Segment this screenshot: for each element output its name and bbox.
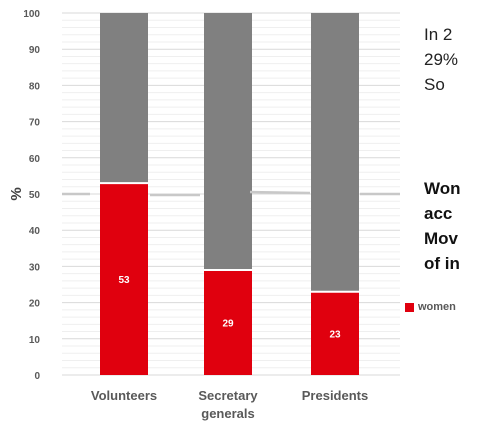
data-label-1: 29 [222, 319, 234, 330]
side-text-line-3: So [424, 75, 445, 94]
x-category-label-2: Presidents [302, 388, 368, 403]
side-bold-line-1: Won [424, 179, 461, 198]
legend-label-women: women [418, 301, 456, 313]
y-tick-label-70: 70 [29, 118, 41, 129]
side-bold-line-2: acc [424, 204, 453, 223]
x-category-label-1: Secretary [198, 388, 258, 403]
side-text-block: In 2 29% So [424, 22, 482, 97]
y-tick-label-60: 60 [29, 154, 41, 165]
side-text-line-2: 29% [424, 50, 459, 69]
data-label-0: 53 [118, 275, 130, 286]
data-label-2: 23 [329, 329, 341, 340]
side-text-line-1: In 2 [424, 25, 453, 44]
y-tick-label-100: 100 [23, 9, 40, 20]
y-tick-label-40: 40 [29, 226, 41, 237]
stacked-bar-chart: 0 10 20 30 40 50 60 70 80 90 100% 53 Volunteers 29 Sec… [8, 9, 400, 421]
y-axis-label: % [8, 187, 25, 200]
y-tick-label-90: 90 [29, 45, 41, 56]
x-category-label-1-line-2: generals [201, 406, 254, 421]
y-tick-label-50: 50 [29, 190, 41, 201]
chart-legend: women [405, 301, 482, 313]
x-category-label-0: Volunteers [91, 388, 157, 403]
y-tick-label-10: 10 [29, 335, 41, 346]
bar-women-2 [311, 291, 359, 375]
y-tick-label-0: 0 [34, 371, 40, 382]
y-tick-label-30: 30 [29, 262, 41, 273]
bar-women-1 [204, 270, 252, 375]
side-bold-line-3: Mov [424, 229, 458, 248]
legend-swatch-women [405, 302, 414, 312]
y-tick-label-80: 80 [29, 81, 41, 92]
bar-women-0 [100, 183, 148, 375]
side-bold-line-4: of in [424, 254, 460, 273]
y-tick-label-20: 20 [29, 299, 41, 310]
reference-line-50 [62, 190, 400, 197]
bar-remainder-0 [100, 13, 148, 184]
side-bold-text-block: Won acc Mov of in [424, 176, 482, 276]
bar-remainder-2 [311, 13, 359, 292]
bar-remainder-1 [204, 13, 252, 271]
